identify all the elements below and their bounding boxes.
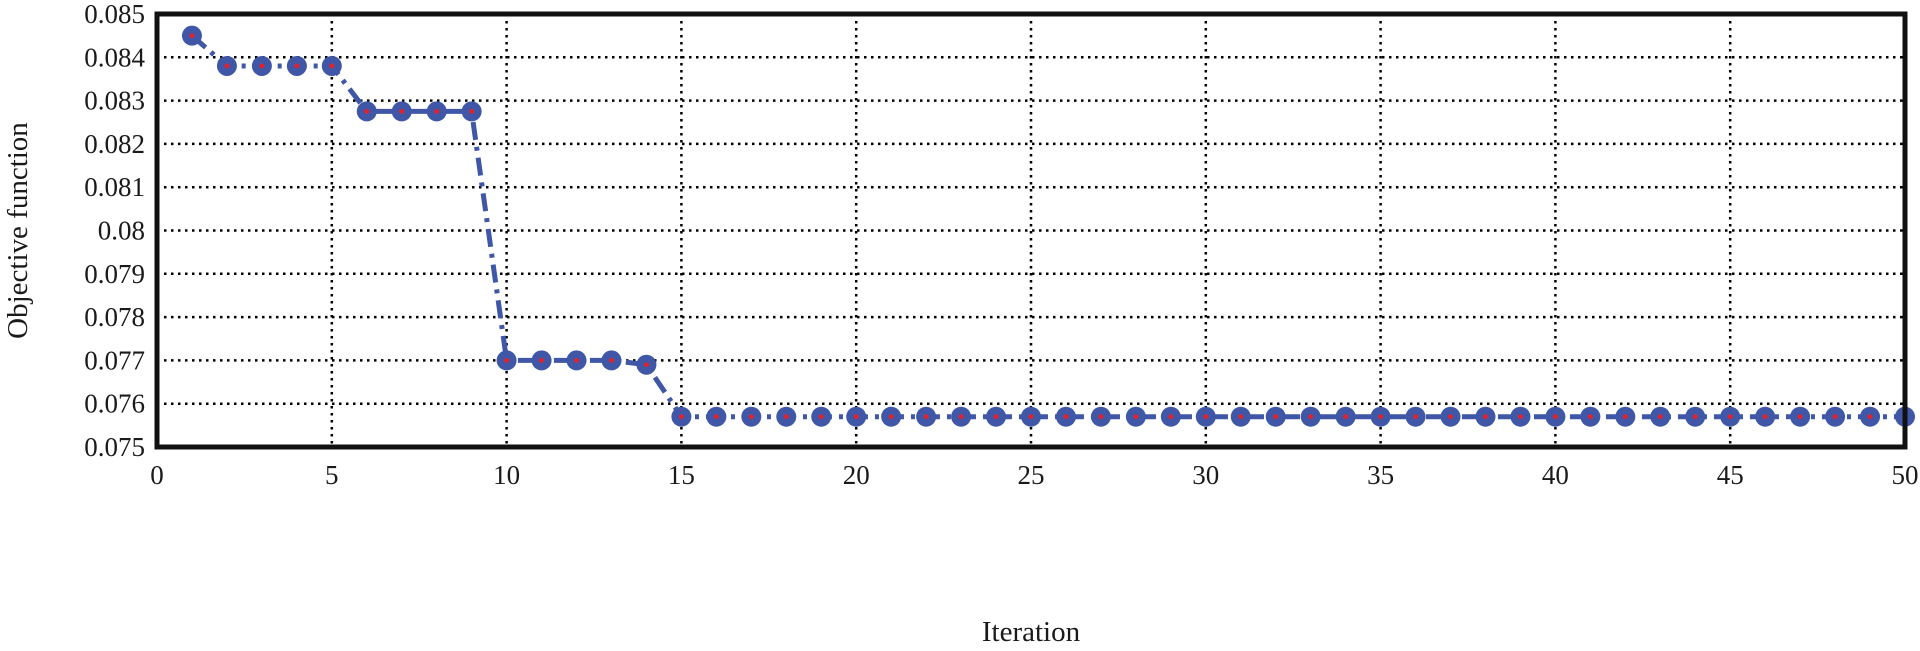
- y-tick-label: 0.076: [84, 389, 145, 419]
- y-tick-label: 0.079: [84, 259, 145, 289]
- data-point-center: [469, 109, 475, 114]
- data-point-center: [1553, 414, 1558, 420]
- x-tick-label: 5: [325, 460, 339, 490]
- data-point-center: [1028, 414, 1034, 420]
- y-tick-label: 0.077: [84, 345, 145, 375]
- x-tick-label: 20: [843, 460, 870, 490]
- y-tick-label: 0.084: [84, 42, 145, 72]
- data-point-center: [294, 63, 300, 69]
- y-tick-label: 0.083: [84, 86, 145, 116]
- data-point-center: [364, 109, 370, 114]
- data-point-center: [1518, 414, 1523, 420]
- data-point-center: [818, 414, 824, 420]
- y-tick-labels: 0.075 0.076 0.077 0.078 0.079 0.08 0.081 0.082 0…: [84, 0, 145, 462]
- data-point-center: [679, 414, 684, 420]
- data-point-center: [1168, 414, 1174, 420]
- x-tick-labels: 0 5 10 15 20 25 30 35 40 45 50: [150, 460, 1918, 490]
- data-point-center: [329, 63, 335, 69]
- data-point-center: [1098, 414, 1104, 420]
- y-axis-title: Objective function: [2, 122, 34, 339]
- data-point-center: [609, 358, 614, 363]
- data-point-center: [783, 414, 789, 420]
- data-markers: [181, 25, 1915, 427]
- x-tick-label: 15: [668, 460, 695, 490]
- data-point-center: [1448, 414, 1453, 420]
- data-point-center: [958, 414, 964, 420]
- data-point-center: [1622, 414, 1628, 420]
- data-point-center: [644, 362, 649, 368]
- data-point-center: [748, 414, 754, 420]
- data-point-center: [1343, 414, 1349, 420]
- x-axis-title: Iteration: [982, 616, 1081, 648]
- data-point-center: [1727, 414, 1733, 420]
- data-point-center: [1308, 414, 1314, 420]
- data-point-center: [1797, 414, 1803, 420]
- x-tick-label: 40: [1542, 460, 1569, 490]
- data-point-center: [1203, 414, 1209, 420]
- data-point-center: [923, 414, 929, 420]
- y-tick-label: 0.078: [84, 302, 145, 332]
- data-point-center: [539, 358, 544, 363]
- data-point-center: [1867, 414, 1873, 420]
- x-tick-label: 35: [1367, 460, 1394, 490]
- y-tick-label: 0.085: [84, 0, 145, 29]
- data-point-center: [259, 63, 265, 69]
- data-point-center: [1413, 414, 1418, 420]
- data-point-center: [1273, 414, 1279, 420]
- data-point-center: [1378, 414, 1383, 420]
- data-point-center: [713, 414, 719, 420]
- x-tick-label: 30: [1192, 460, 1219, 490]
- grid: [157, 14, 1905, 447]
- y-tick-label: 0.082: [84, 129, 145, 159]
- data-point-center: [1587, 414, 1593, 420]
- data-point-center: [1692, 414, 1698, 420]
- data-point-center: [1832, 414, 1838, 420]
- data-point-center: [189, 33, 195, 39]
- x-tick-label: 0: [150, 460, 164, 490]
- x-tick-label: 45: [1717, 460, 1744, 490]
- y-tick-label: 0.075: [84, 432, 145, 462]
- plot-frame: [154, 11, 1908, 450]
- data-point-center: [1483, 414, 1488, 420]
- data-point-center: [1063, 414, 1069, 420]
- data-point-center: [224, 63, 230, 69]
- data-point-center: [1133, 414, 1139, 420]
- data-point-center: [504, 358, 509, 363]
- data-point-center: [399, 109, 405, 114]
- data-point-center: [888, 414, 894, 420]
- x-tick-label: 10: [493, 460, 520, 490]
- data-point-center: [1657, 414, 1663, 420]
- data-point-center: [853, 414, 859, 420]
- data-point-center: [993, 414, 999, 420]
- data-point-center: [1762, 414, 1768, 420]
- data-point-center: [574, 358, 579, 363]
- data-point-center: [1238, 414, 1244, 420]
- x-tick-label: 50: [1892, 460, 1919, 490]
- y-tick-label: 0.08: [98, 216, 145, 246]
- data-point-center: [434, 109, 440, 114]
- x-tick-label: 25: [1018, 460, 1045, 490]
- y-tick-label: 0.081: [84, 172, 145, 202]
